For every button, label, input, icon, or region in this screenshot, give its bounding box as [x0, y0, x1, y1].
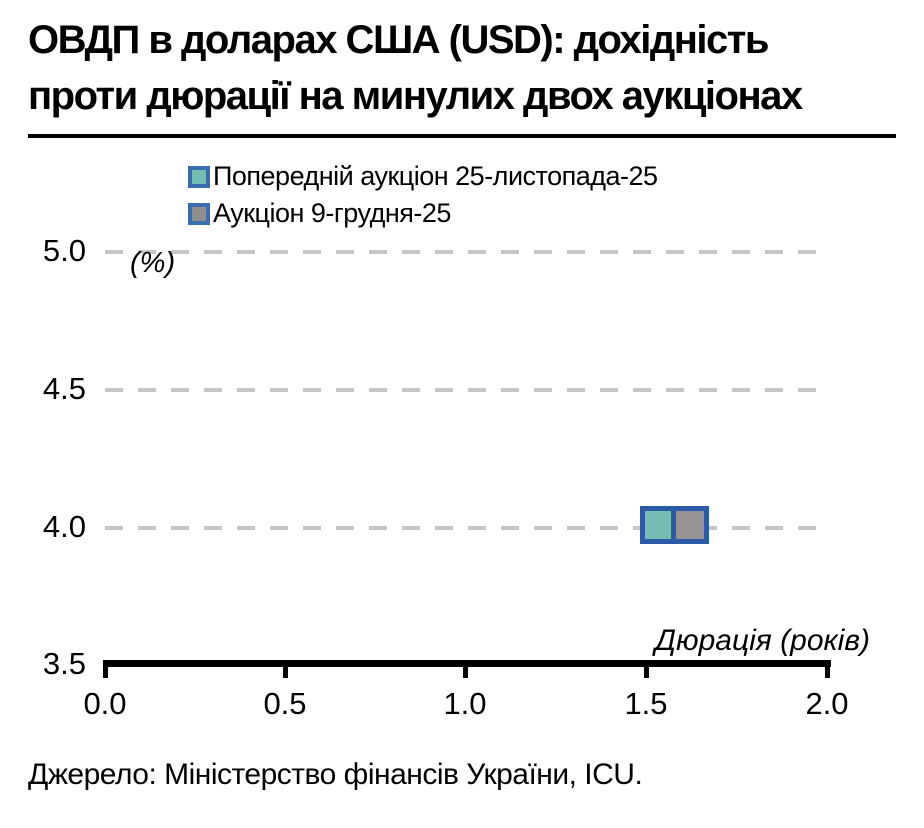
x-axis-line: [103, 660, 831, 667]
source-attribution: Джерело: Міністерство фінансів України, …: [28, 758, 643, 791]
legend-label: Попередній аукціон 25-листопада-25: [213, 161, 658, 191]
x-tick-label: 1.0: [443, 686, 487, 721]
x-tick-mark: [825, 667, 830, 678]
x-tick-mark: [103, 667, 108, 678]
x-tick-label: 0.0: [83, 686, 127, 721]
x-tick-label: 0.5: [263, 686, 307, 721]
data-point-current-auction: [671, 506, 709, 544]
x-axis-label: Дюрація (років): [654, 624, 870, 657]
gridline-5.0: [105, 250, 827, 254]
legend-swatch-gray-icon: [188, 202, 210, 225]
y-axis-unit-label: (%): [130, 247, 176, 279]
x-tick-label: 2.0: [805, 686, 849, 721]
chart-title-line-1: ОВДП в доларах США (USD): дохідність: [28, 18, 769, 62]
legend-item-previous-auction: Попередній аукціон 25-листопада-25: [188, 158, 658, 195]
chart-title-line-2: проти дюрації на минулих двох аукціонах: [28, 74, 803, 118]
chart-legend: Попередній аукціон 25-листопада-25 Аукці…: [188, 158, 658, 232]
x-tick-mark: [283, 667, 288, 678]
x-tick-mark: [463, 667, 468, 678]
gridline-4.0: [105, 526, 827, 530]
legend-label: Аукціон 9-грудня-25: [213, 198, 451, 228]
x-tick-label: 1.5: [624, 686, 668, 721]
legend-item-current-auction: Аукціон 9-грудня-25: [188, 195, 658, 232]
y-tick-label: 4.0: [42, 509, 86, 544]
y-tick-label: 4.5: [42, 371, 86, 406]
chart-title: ОВДП в доларах США (USD): дохідність про…: [28, 12, 906, 124]
title-divider: [28, 134, 896, 138]
y-tick-label: 5.0: [42, 233, 86, 268]
legend-swatch-teal-icon: [188, 165, 210, 188]
x-tick-mark: [644, 667, 649, 678]
y-tick-label: 3.5: [42, 646, 86, 681]
gridline-4.5: [105, 388, 827, 392]
